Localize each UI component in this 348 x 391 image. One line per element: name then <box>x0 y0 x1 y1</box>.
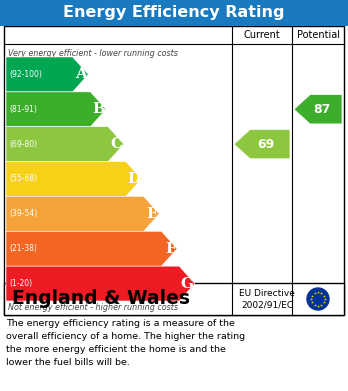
Text: (21-38): (21-38) <box>9 244 37 253</box>
Text: C: C <box>111 137 123 151</box>
Polygon shape <box>6 196 159 231</box>
Text: F: F <box>165 242 176 256</box>
Text: (69-80): (69-80) <box>9 140 37 149</box>
Bar <box>4 26 344 315</box>
Circle shape <box>307 288 329 310</box>
Text: Current: Current <box>244 30 280 40</box>
Text: England & Wales: England & Wales <box>12 289 190 308</box>
Text: Very energy efficient - lower running costs: Very energy efficient - lower running co… <box>8 48 178 57</box>
Text: B: B <box>92 102 105 116</box>
Polygon shape <box>6 231 177 266</box>
Text: (1-20): (1-20) <box>9 279 32 288</box>
Text: Not energy efficient - higher running costs: Not energy efficient - higher running co… <box>8 303 178 312</box>
Text: Potential: Potential <box>296 30 340 40</box>
Bar <box>4 283 344 315</box>
Text: A: A <box>76 67 87 81</box>
Polygon shape <box>6 57 88 92</box>
Text: (39-54): (39-54) <box>9 209 37 218</box>
Polygon shape <box>294 95 342 124</box>
Polygon shape <box>6 92 106 127</box>
Text: E: E <box>147 207 158 221</box>
Text: D: D <box>127 172 141 186</box>
Polygon shape <box>234 129 290 159</box>
Text: EU Directive
2002/91/EC: EU Directive 2002/91/EC <box>239 289 295 309</box>
Polygon shape <box>6 266 195 301</box>
Polygon shape <box>6 161 142 196</box>
Text: (55-68): (55-68) <box>9 174 37 183</box>
Text: The energy efficiency rating is a measure of the
overall efficiency of a home. T: The energy efficiency rating is a measur… <box>6 319 245 366</box>
Text: 69: 69 <box>257 138 274 151</box>
Text: (92-100): (92-100) <box>9 70 42 79</box>
Text: 87: 87 <box>313 103 330 116</box>
Polygon shape <box>6 127 124 161</box>
Text: (81-91): (81-91) <box>9 105 37 114</box>
Text: Energy Efficiency Rating: Energy Efficiency Rating <box>63 5 285 20</box>
Bar <box>0 0 348 26</box>
Text: G: G <box>181 276 194 291</box>
